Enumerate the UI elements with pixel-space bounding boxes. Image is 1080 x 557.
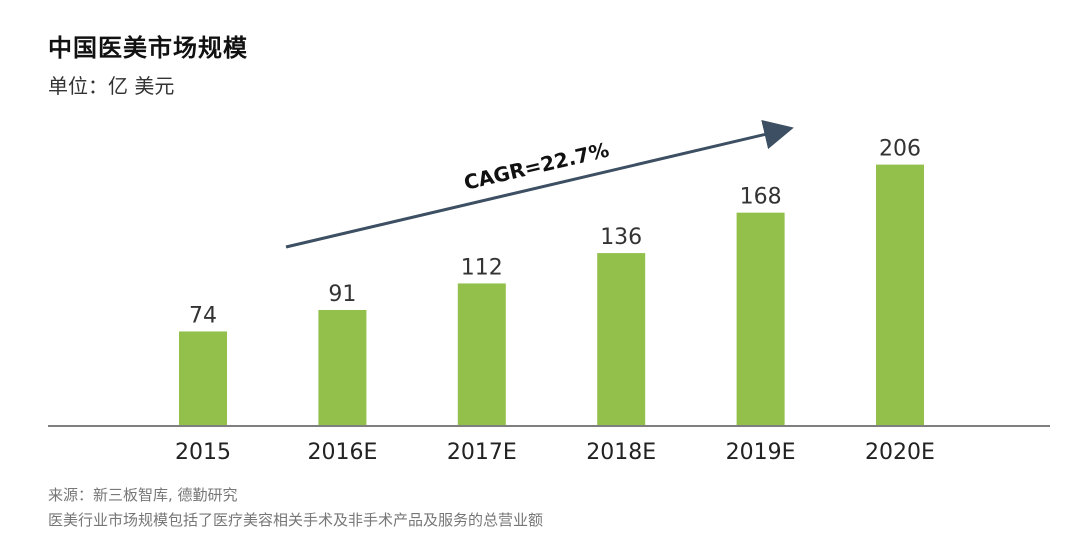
- bar-2018E: [597, 253, 646, 425]
- scope-note-line: 医美行业市场规模包括了医疗美容相关手术及非手术产品及服务的总营业额: [48, 511, 544, 529]
- bar-2016E: [318, 309, 367, 425]
- x-tick-2020E: 2020E: [865, 440, 935, 465]
- x-tick-2015: 2015: [175, 440, 231, 465]
- bars-group: [179, 164, 924, 425]
- x-tick-2018E: 2018E: [586, 440, 656, 465]
- source-line: 来源：新三板智库, 德勤研究: [48, 486, 238, 504]
- x-tick-labels-group: 2015 2016E 2017E 2018E 2019E 2020E: [175, 440, 935, 465]
- value-label-2020E: 206: [879, 137, 921, 162]
- value-label-2018E: 136: [600, 225, 642, 250]
- value-label-2015: 74: [189, 303, 217, 328]
- value-label-2019E: 168: [740, 185, 782, 210]
- cagr-arrow: [285, 119, 794, 249]
- bar-2020E: [876, 164, 924, 425]
- cagr-annotation: CAGR=22.7%: [285, 119, 794, 249]
- unit-label: 单位：亿 美元: [48, 74, 175, 98]
- chart-title: 中国医美市场规模: [48, 34, 248, 62]
- source-note: 来源：新三板智库, 德勤研究 医美行业市场规模包括了医疗美容相关手术及非手术产品…: [48, 483, 543, 533]
- x-tick-2017E: 2017E: [447, 440, 517, 465]
- value-labels-group: 74 91 112 136 168 206: [189, 137, 921, 329]
- value-label-2017E: 112: [461, 255, 503, 280]
- x-tick-2016E: 2016E: [307, 440, 377, 465]
- bar-2019E: [736, 212, 785, 425]
- x-tick-2019E: 2019E: [726, 440, 796, 465]
- bar-2017E: [457, 283, 506, 425]
- cagr-label: CAGR=22.7%: [462, 138, 612, 195]
- value-label-2016E: 91: [328, 282, 356, 307]
- bar-2015: [179, 331, 227, 425]
